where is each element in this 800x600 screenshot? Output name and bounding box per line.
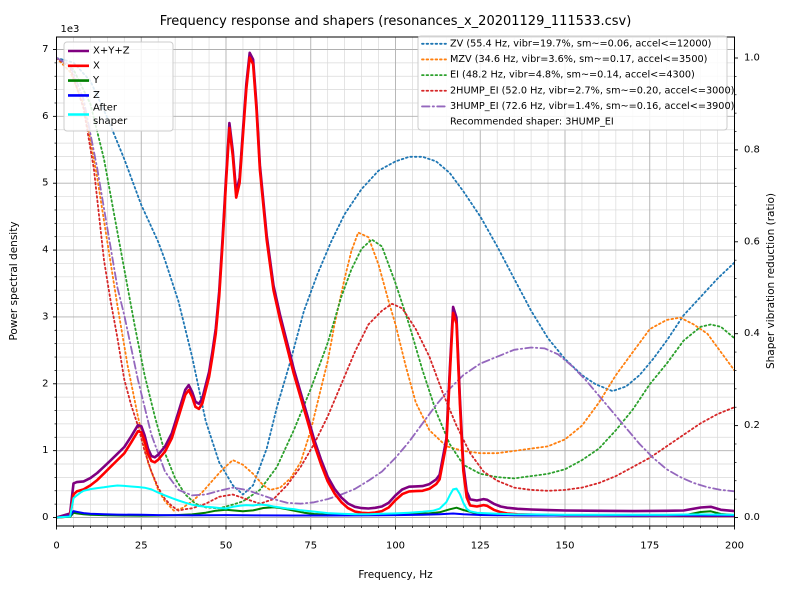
legend-item-label: shaper <box>93 116 128 127</box>
chart-title: Frequency response and shapers (resonanc… <box>160 14 632 29</box>
legend-item-label: After <box>93 103 118 114</box>
left-tick-label: 2 <box>42 378 48 389</box>
legend-shapers: ZV (55.4 Hz, vibr=19.7%, sm~=0.06, accel… <box>417 35 734 131</box>
legend-item-label: 3HUMP_EI (72.6 Hz, vibr=1.4%, sm~=0.16, … <box>450 101 734 112</box>
tick-labels: 0 25 50 75 100 125 150 175 200 0 1 2 3 4 5 6 7 0.0 0.2 0.4 0… <box>42 44 760 551</box>
legend-item-zv: ZV (55.4 Hz, vibr=19.7%, sm~=0.06, accel… <box>421 38 711 49</box>
left-tick-label: 5 <box>42 178 48 189</box>
legend-psd-box <box>63 41 174 132</box>
legend-item-y: Y <box>68 75 100 86</box>
right-axis-label: Shaper vibration reduction (ratio) <box>765 193 777 369</box>
x-tick-label: 25 <box>135 540 148 551</box>
left-tick-label: 6 <box>42 111 48 122</box>
legend-shapers-box <box>417 35 728 131</box>
left-tick-label: 0 <box>42 512 48 523</box>
right-tick-label: 1.0 <box>744 53 760 64</box>
left-tick-label: 3 <box>42 311 48 322</box>
x-tick-label: 150 <box>555 540 574 551</box>
x-tick-label: 50 <box>220 540 233 551</box>
right-tick-label: 0.6 <box>744 236 760 247</box>
legend-item-label: Y <box>92 75 100 86</box>
x-tick-label: 0 <box>53 540 59 551</box>
series-shaper-ei <box>56 57 735 510</box>
legend-item-label: X+Y+Z <box>93 46 130 57</box>
left-tick-label: 1 <box>42 445 48 456</box>
right-tick-label: 0.8 <box>744 144 760 155</box>
left-tick-label: 7 <box>42 44 48 55</box>
axis-ticks <box>53 49 738 530</box>
x-tick-label: 175 <box>640 540 659 551</box>
right-tick-label: 0.2 <box>744 420 760 431</box>
right-tick-label: 0.0 <box>744 512 760 523</box>
legend-psd: X+Y+Z XYZ After shaper <box>63 41 174 132</box>
legend-item-label: X <box>93 60 100 71</box>
psd-curves <box>56 51 735 519</box>
legend-item-z: Z <box>68 90 100 101</box>
legend-item-label: ZV (55.4 Hz, vibr=19.7%, sm~=0.06, accel… <box>450 38 711 49</box>
series-psd-after-shaper <box>56 484 735 519</box>
legend-item-mzv: MZV (34.6 Hz, vibr=3.6%, sm~=0.17, accel… <box>421 54 707 65</box>
right-tick-label: 0.4 <box>744 328 760 339</box>
left-tick-label: 4 <box>42 245 48 256</box>
legend-item-x: X <box>68 60 100 71</box>
legend-item-3hump_ei: 3HUMP_EI (72.6 Hz, vibr=1.4%, sm~=0.16, … <box>421 101 734 112</box>
legend-item-after-shaper: After shaper <box>68 103 128 127</box>
legend-item-2hump_ei: 2HUMP_EI (52.0 Hz, vibr=2.7%, sm~=0.20, … <box>421 85 734 96</box>
x-tick-label: 75 <box>304 540 317 551</box>
x-tick-label: 200 <box>725 540 744 551</box>
left-axis-offset-label: 1e3 <box>61 24 80 35</box>
recommended-shaper-note: Recommended shaper: 3HUMP_EI <box>450 117 614 128</box>
x-tick-label: 125 <box>471 540 490 551</box>
legend-item-label: MZV (34.6 Hz, vibr=3.6%, sm~=0.17, accel… <box>450 54 707 65</box>
left-axis-label: Power spectral density <box>8 221 20 340</box>
series-shaper-3hump-ei <box>56 57 735 505</box>
legend-item-label: Z <box>93 90 100 101</box>
legend-item-label: 2HUMP_EI (52.0 Hz, vibr=2.7%, sm~=0.20, … <box>450 85 734 96</box>
series-shaper-zv <box>56 57 735 496</box>
legend-item-label: EI (48.2 Hz, vibr=4.8%, sm~=0.14, accel<… <box>450 70 695 81</box>
x-axis-label: Frequency, Hz <box>358 569 433 581</box>
x-tick-label: 100 <box>386 540 405 551</box>
legend-item-x+y+z: X+Y+Z <box>68 46 130 57</box>
series-psd-x <box>56 56 735 519</box>
legend-item-ei: EI (48.2 Hz, vibr=4.8%, sm~=0.14, accel<… <box>421 70 695 81</box>
